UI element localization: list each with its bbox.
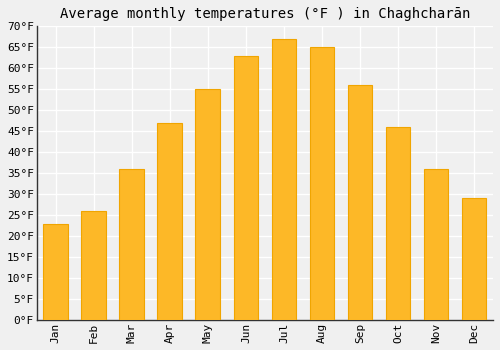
Bar [310,47,334,320]
Bar [196,89,220,320]
Bar [386,127,410,320]
Bar [272,39,296,320]
Bar [424,169,448,320]
Bar [82,211,106,320]
Bar [462,198,486,320]
Bar [158,123,182,320]
Bar [234,56,258,320]
Title: Average monthly temperatures (°F ) in Chaghcharān: Average monthly temperatures (°F ) in Ch… [60,7,470,21]
Bar [120,169,144,320]
Bar [44,224,68,320]
Bar [348,85,372,320]
